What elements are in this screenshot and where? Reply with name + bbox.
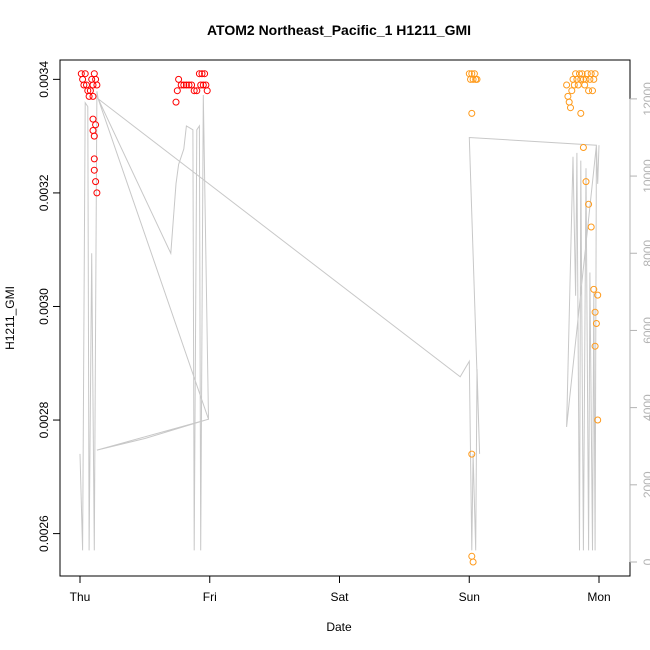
data-point-red xyxy=(197,81,205,89)
x-tick-label: Fri xyxy=(203,590,217,604)
x-tick-label: Mon xyxy=(587,590,610,604)
data-point-orange xyxy=(468,552,476,560)
chart-title: ATOM2 Northeast_Pacific_1 H1211_GMI xyxy=(207,22,471,38)
data-point-red xyxy=(198,70,206,78)
secondary-series-line xyxy=(79,91,600,551)
scatter-points xyxy=(77,70,602,566)
data-point-orange xyxy=(587,70,595,78)
x-tick-label: Sun xyxy=(459,590,480,604)
data-point-orange xyxy=(594,291,602,299)
data-point-red xyxy=(195,70,203,78)
x-axis: Thu Fri Sat Sun Mon xyxy=(70,575,611,604)
data-point-orange xyxy=(594,416,602,424)
data-point-orange xyxy=(579,144,587,151)
data-point-orange xyxy=(564,92,572,100)
data-point-red xyxy=(93,189,101,197)
data-point-red xyxy=(86,87,94,95)
plot-frame xyxy=(59,59,631,577)
data-point-red xyxy=(89,92,97,100)
data-point-red xyxy=(90,155,98,163)
data-point-orange xyxy=(589,87,596,95)
left-tick-label: 0.0028 xyxy=(37,401,51,438)
right-tick-label: 4000 xyxy=(641,394,650,421)
left-tick-label: 0.0030 xyxy=(37,288,51,325)
data-point-red xyxy=(89,115,97,123)
data-point-orange xyxy=(563,81,571,89)
x-tick-label: Sat xyxy=(330,590,349,604)
data-point-red xyxy=(185,81,193,89)
data-point-red xyxy=(190,87,198,95)
gray-line-series xyxy=(79,91,600,551)
data-point-orange xyxy=(469,558,477,566)
data-point-red xyxy=(90,70,98,78)
left-y-axis: 0.0026 0.0028 0.0030 0.0032 0.0034 xyxy=(37,61,61,552)
left-tick-label: 0.0026 xyxy=(37,515,51,552)
right-y-axis: 0 2000 4000 6000 8000 10000 12000 xyxy=(629,82,650,565)
data-point-red xyxy=(177,81,185,89)
data-point-red xyxy=(92,75,100,83)
data-point-orange xyxy=(567,104,574,112)
x-axis-label: Date xyxy=(326,620,352,634)
data-point-red xyxy=(80,81,88,89)
data-point-red xyxy=(90,166,98,174)
data-point-orange xyxy=(585,87,593,95)
data-point-red xyxy=(175,75,183,83)
data-point-red xyxy=(172,98,180,106)
plot-box xyxy=(59,59,631,577)
right-tick-label: 12000 xyxy=(641,82,650,116)
data-point-orange xyxy=(468,450,476,458)
data-point-orange xyxy=(591,308,599,316)
data-point-orange xyxy=(590,285,598,293)
data-point-orange xyxy=(581,81,589,89)
y-axis-label: H1211_GMI xyxy=(3,286,17,350)
data-point-orange xyxy=(473,75,481,83)
right-tick-label: 0 xyxy=(641,558,650,565)
data-point-red xyxy=(79,75,87,83)
data-point-orange xyxy=(582,178,590,186)
data-point-red xyxy=(89,81,97,89)
data-point-orange xyxy=(592,320,600,327)
data-point-red xyxy=(92,178,100,186)
right-tick-label: 2000 xyxy=(641,471,650,498)
data-point-orange xyxy=(570,81,578,89)
data-point-red xyxy=(188,81,196,89)
data-point-red xyxy=(199,81,207,89)
right-tick-label: 6000 xyxy=(641,317,650,344)
left-tick-label: 0.0034 xyxy=(37,61,51,98)
left-tick-label: 0.0032 xyxy=(37,174,51,211)
x-tick-label: Thu xyxy=(70,590,91,604)
data-point-orange xyxy=(583,70,591,78)
data-point-orange xyxy=(577,109,585,117)
data-point-orange xyxy=(591,70,599,78)
data-point-red xyxy=(90,132,98,140)
data-point-red xyxy=(193,87,201,95)
data-point-orange xyxy=(565,98,573,106)
data-point-red xyxy=(180,81,188,89)
data-point-orange xyxy=(585,200,593,208)
data-point-red xyxy=(203,87,211,95)
data-point-orange xyxy=(574,81,582,89)
data-point-red xyxy=(81,70,89,78)
data-point-orange xyxy=(468,109,476,117)
data-point-red xyxy=(92,121,100,129)
data-point-red xyxy=(93,81,101,89)
data-point-orange xyxy=(591,342,599,350)
data-point-orange xyxy=(568,87,576,95)
data-point-red xyxy=(201,70,209,78)
right-tick-label: 10000 xyxy=(641,159,650,193)
right-tick-label: 8000 xyxy=(641,240,650,267)
data-point-orange xyxy=(587,223,595,231)
data-point-red xyxy=(182,81,190,89)
data-point-red xyxy=(173,87,181,95)
data-point-red xyxy=(89,127,97,134)
data-point-orange xyxy=(590,75,598,83)
